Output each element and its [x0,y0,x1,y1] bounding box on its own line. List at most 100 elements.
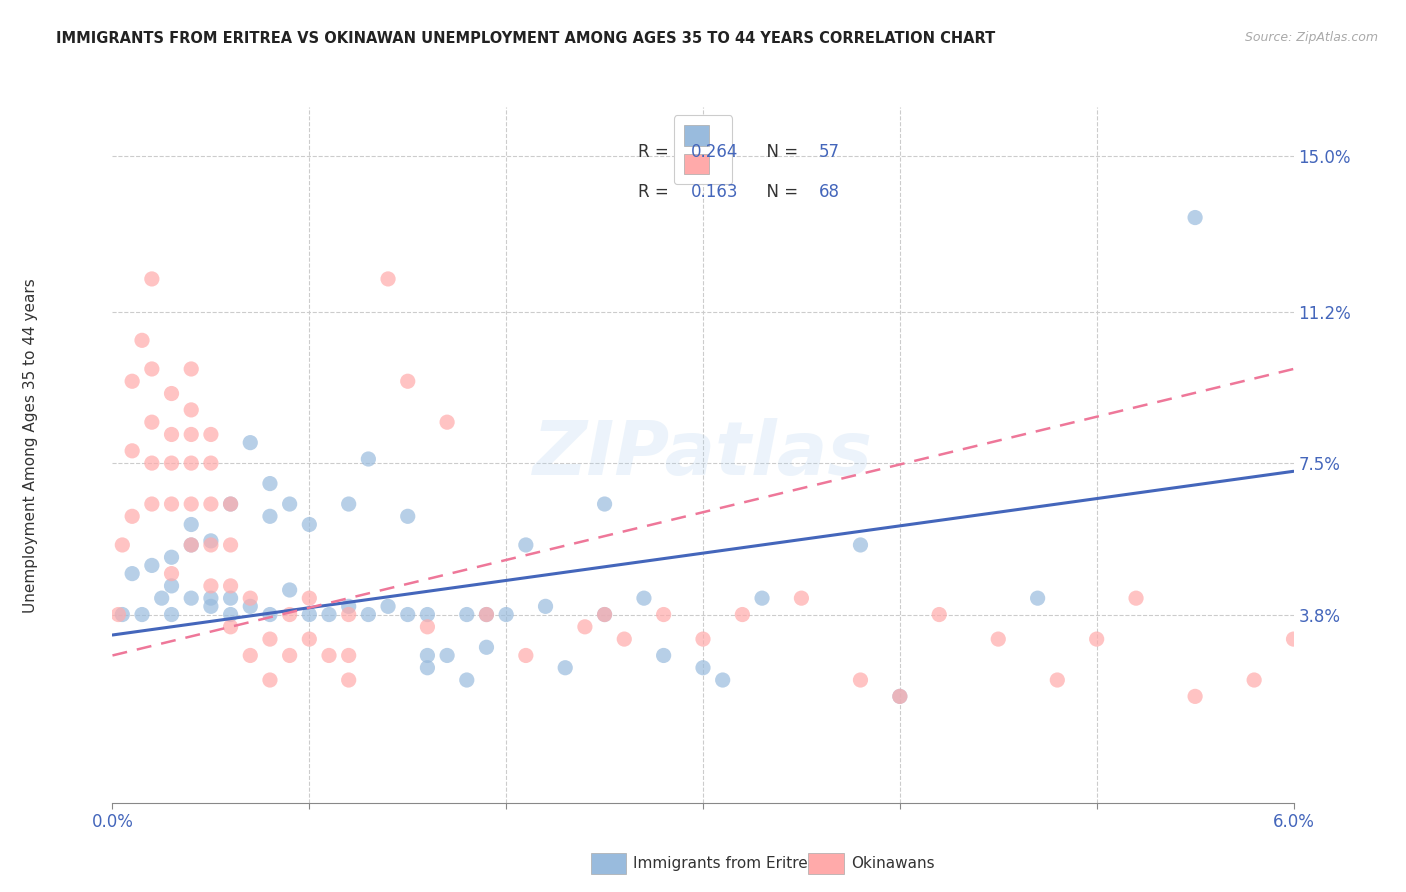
Point [1184,211,1206,225]
Point [593,497,616,511]
Point [259,509,281,524]
Point [1085,632,1108,646]
Point [495,607,517,622]
Point [692,632,714,646]
Point [593,607,616,622]
Point [200,533,222,548]
Point [298,517,321,532]
Point [456,607,478,622]
Point [318,648,340,663]
Point [160,566,183,581]
Point [357,452,380,467]
Point [318,607,340,622]
Text: Source: ZipAtlas.com: Source: ZipAtlas.com [1244,31,1378,45]
Point [849,673,872,687]
Point [416,661,439,675]
Point [278,607,301,622]
Point [1243,673,1265,687]
Point [633,591,655,606]
Point [150,591,173,606]
Text: 0.163: 0.163 [692,183,738,201]
Point [475,607,498,622]
Point [180,456,202,470]
Point [200,579,222,593]
Point [357,607,380,622]
Point [219,538,242,552]
Text: N =: N = [756,183,803,201]
Point [121,443,143,458]
Point [278,648,301,663]
Point [219,591,242,606]
Point [259,607,281,622]
Point [239,435,262,450]
Point [416,607,439,622]
Point [652,607,675,622]
Point [160,386,183,401]
Point [141,558,163,573]
Point [219,579,242,593]
Point [515,648,537,663]
Point [613,632,636,646]
Point [259,673,281,687]
Point [180,403,202,417]
Point [337,497,360,511]
Point [160,550,183,565]
Point [1184,690,1206,704]
Text: Okinawans: Okinawans [851,856,934,871]
Text: N =: N = [756,144,803,161]
Text: IMMIGRANTS FROM ERITREA VS OKINAWAN UNEMPLOYMENT AMONG AGES 35 TO 44 YEARS CORRE: IMMIGRANTS FROM ERITREA VS OKINAWAN UNEM… [56,31,995,46]
Point [1125,591,1147,606]
Point [475,607,498,622]
Point [111,538,134,552]
Point [298,591,321,606]
Point [1381,673,1403,687]
Legend: , : , [673,115,733,185]
Point [416,620,439,634]
Point [180,517,202,532]
Point [180,538,202,552]
Point [141,415,163,429]
Text: R =: R = [638,144,673,161]
Point [278,582,301,597]
Point [889,690,911,704]
Point [160,607,183,622]
Point [141,497,163,511]
Point [515,538,537,552]
Point [337,599,360,614]
Point [111,607,134,622]
Point [849,538,872,552]
Point [298,607,321,622]
Point [160,456,183,470]
Text: 68: 68 [818,183,839,201]
Point [180,362,202,376]
Point [180,538,202,552]
Point [180,591,202,606]
Point [219,497,242,511]
Point [790,591,813,606]
Point [160,427,183,442]
Point [475,640,498,655]
Point [889,690,911,704]
Point [239,599,262,614]
Text: 57: 57 [818,144,839,161]
Point [377,272,399,286]
Point [121,374,143,388]
Point [239,591,262,606]
Point [436,415,458,429]
Text: Unemployment Among Ages 35 to 44 years: Unemployment Among Ages 35 to 44 years [24,278,38,614]
Point [219,620,242,634]
Point [731,607,754,622]
Text: R =: R = [638,183,673,201]
Point [987,632,1010,646]
Point [1322,701,1344,715]
Point [928,607,950,622]
Point [436,648,458,663]
Point [259,632,281,646]
Point [416,648,439,663]
Point [1046,673,1069,687]
Point [107,607,129,622]
Point [200,427,222,442]
Point [396,607,419,622]
Point [574,620,596,634]
Point [692,661,714,675]
